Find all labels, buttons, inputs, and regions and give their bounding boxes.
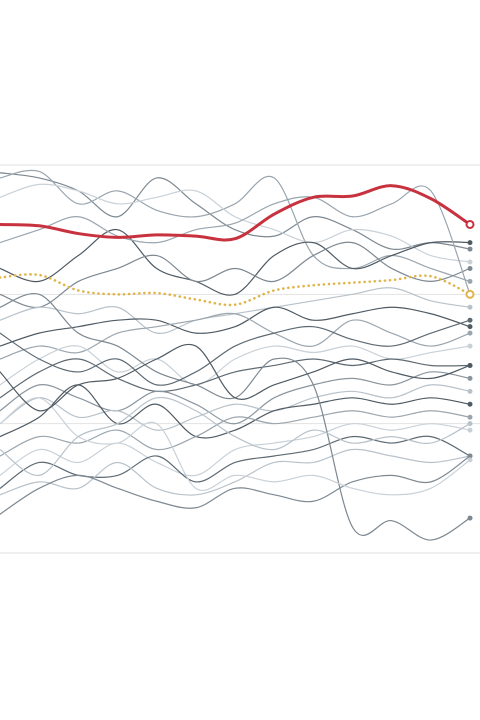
series-line xyxy=(0,319,471,386)
end-marker xyxy=(467,324,473,330)
series-line xyxy=(0,241,471,309)
end-marker xyxy=(465,289,475,299)
end-marker xyxy=(467,265,473,271)
end-marker xyxy=(467,330,473,336)
end-marker xyxy=(467,240,473,246)
series-line xyxy=(0,183,471,263)
end-marker xyxy=(467,427,473,433)
series-line xyxy=(0,384,471,431)
end-marker xyxy=(467,421,473,427)
end-marker xyxy=(467,457,473,463)
end-marker xyxy=(465,219,475,229)
series-line xyxy=(0,410,471,457)
series-line xyxy=(0,371,471,425)
series-line xyxy=(0,397,471,496)
end-marker xyxy=(467,259,473,265)
end-marker xyxy=(467,343,473,349)
end-marker xyxy=(467,317,473,323)
end-marker xyxy=(467,246,473,252)
series-line xyxy=(0,358,471,399)
end-marker xyxy=(467,304,473,310)
end-marker xyxy=(467,388,473,394)
end-marker xyxy=(467,453,473,459)
series-line xyxy=(0,396,471,477)
series-line xyxy=(0,312,471,360)
series-line xyxy=(0,343,471,412)
end-marker xyxy=(467,414,473,420)
series-line xyxy=(0,448,471,496)
series-line xyxy=(0,229,471,296)
end-marker xyxy=(467,401,473,407)
series-line xyxy=(0,273,472,307)
end-marker xyxy=(467,375,473,381)
series-line xyxy=(0,306,471,347)
series-line xyxy=(0,292,471,541)
series-line xyxy=(0,423,471,477)
end-marker xyxy=(467,515,473,521)
end-marker xyxy=(467,278,473,284)
series-line xyxy=(0,455,471,515)
series-line xyxy=(0,345,471,386)
end-marker xyxy=(467,362,473,368)
series-line xyxy=(0,184,472,242)
series-line xyxy=(0,185,471,295)
